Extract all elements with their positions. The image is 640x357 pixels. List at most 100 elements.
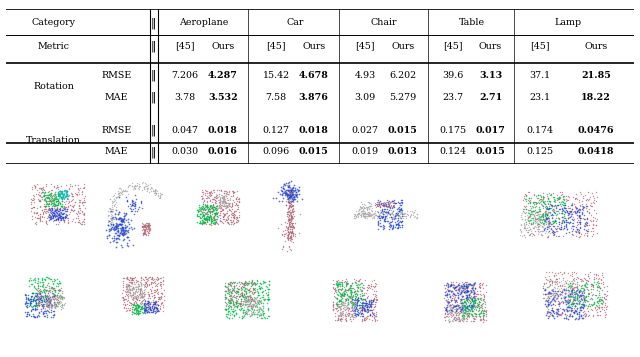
Point (451, 292, 461, 298)
Point (200, 211, 210, 217)
Point (284, 200, 294, 206)
Point (220, 199, 230, 205)
Point (202, 216, 212, 221)
Point (451, 310, 461, 316)
Point (246, 312, 256, 318)
Point (595, 308, 605, 314)
Point (278, 190, 288, 196)
Point (463, 281, 473, 287)
Point (360, 300, 371, 306)
Point (39, 208, 49, 214)
Point (334, 286, 344, 292)
Point (276, 198, 287, 204)
Point (138, 228, 148, 233)
Point (572, 292, 582, 297)
Point (554, 300, 564, 305)
Point (106, 208, 116, 214)
Point (40, 198, 51, 204)
Point (445, 309, 455, 315)
Point (340, 317, 351, 323)
Point (231, 311, 241, 317)
Point (68, 203, 78, 208)
Point (457, 302, 467, 308)
Point (548, 195, 558, 200)
Point (56, 293, 67, 299)
Point (39, 187, 49, 193)
Point (570, 303, 580, 309)
Point (223, 287, 233, 292)
Point (52, 198, 63, 204)
Point (545, 198, 555, 204)
Point (462, 293, 472, 298)
Point (515, 227, 525, 232)
Point (385, 222, 395, 228)
Point (42, 297, 52, 303)
Point (455, 291, 465, 297)
Point (22, 302, 33, 308)
Point (127, 306, 138, 312)
Point (548, 194, 559, 200)
Point (526, 205, 536, 211)
Point (462, 297, 472, 303)
Point (207, 207, 218, 212)
Point (545, 290, 555, 296)
Point (31, 290, 42, 296)
Point (134, 295, 145, 300)
Point (243, 311, 253, 317)
Point (209, 217, 220, 223)
Point (247, 295, 257, 301)
Point (572, 295, 582, 301)
Point (470, 297, 480, 303)
Point (563, 212, 573, 217)
Point (47, 206, 57, 211)
Point (541, 221, 551, 226)
Point (465, 303, 476, 309)
Point (125, 288, 136, 293)
Point (543, 301, 553, 306)
Point (360, 302, 370, 307)
Point (332, 302, 342, 307)
Point (26, 298, 36, 304)
Point (292, 188, 303, 193)
Point (54, 208, 65, 214)
Point (141, 280, 151, 285)
Point (140, 221, 150, 227)
Point (210, 193, 220, 199)
Point (238, 284, 248, 290)
Point (132, 278, 143, 284)
Point (360, 303, 370, 309)
Point (545, 220, 555, 225)
Point (252, 301, 262, 307)
Point (226, 292, 236, 298)
Point (214, 193, 224, 198)
Point (464, 281, 474, 287)
Point (475, 280, 485, 286)
Point (580, 276, 590, 282)
Point (565, 285, 575, 291)
Point (564, 299, 574, 305)
Point (225, 293, 235, 298)
Point (143, 226, 154, 232)
Point (111, 216, 122, 221)
Point (360, 298, 371, 303)
Point (127, 286, 137, 291)
Point (219, 193, 229, 199)
Point (526, 228, 536, 234)
Point (588, 312, 598, 318)
Point (392, 212, 403, 218)
Point (56, 188, 66, 194)
Point (278, 181, 289, 187)
Point (550, 291, 560, 296)
Point (207, 220, 218, 226)
Point (564, 290, 574, 296)
Point (195, 218, 205, 224)
Point (143, 232, 153, 237)
Point (451, 308, 461, 313)
Point (45, 294, 56, 300)
Point (554, 210, 564, 216)
Point (120, 283, 131, 289)
Point (348, 302, 358, 308)
Point (52, 182, 62, 188)
Point (49, 213, 60, 218)
Point (43, 288, 53, 294)
